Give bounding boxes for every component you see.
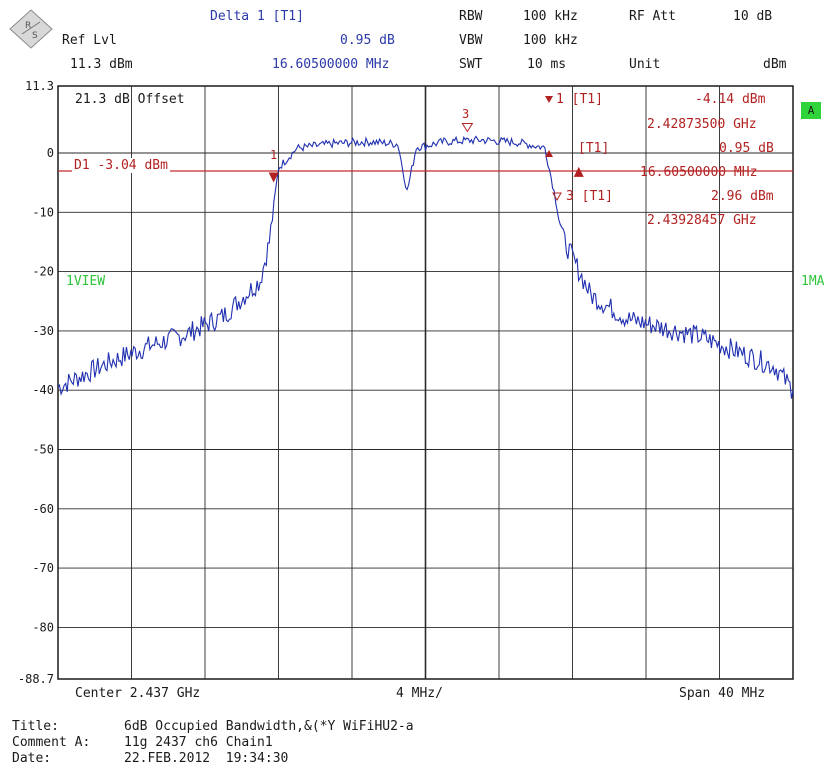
trace-group xyxy=(57,135,794,399)
swt-value: 10 ms xyxy=(527,57,567,72)
span-width: Span 40 MHz xyxy=(679,686,766,701)
y-tick-label: -50 xyxy=(32,443,54,457)
view-right-label: 1MA xyxy=(801,274,825,289)
marker3-level: 2.96 dBm xyxy=(711,189,774,204)
spectrum-trace xyxy=(57,135,794,399)
unit-label: Unit xyxy=(629,57,661,72)
d1-line-label: D1 -3.04 dBm xyxy=(72,158,170,173)
date-value: 22.FEB.2012 19:34:30 xyxy=(124,751,289,766)
readout-marker1-glyph xyxy=(545,96,553,103)
marker-3-glyph xyxy=(461,122,474,133)
comment-label: Comment A: xyxy=(12,735,91,750)
delta-marker-title: Delta 1 [T1] xyxy=(210,9,304,24)
marker1-frequency: 2.42873500 GHz xyxy=(647,117,757,132)
title-value: 6dB Occupied Bandwidth,&(*Y WiFiHU2-a xyxy=(124,719,414,734)
rbw-value: 100 kHz xyxy=(523,9,578,24)
offset-text: 21.3 dB Offset xyxy=(75,92,185,107)
y-tick-label: -20 xyxy=(32,265,54,279)
marker-1-glyph xyxy=(268,172,279,183)
marker1-label: 1 [T1] xyxy=(556,92,603,107)
delta2-level: 0.95 dB xyxy=(719,141,774,156)
view-left-label: 1VIEW xyxy=(66,274,106,289)
rf-att-value: 10 dB xyxy=(733,9,773,24)
readout-delta2-glyph xyxy=(545,150,553,157)
date-label: Date: xyxy=(12,751,52,766)
marker-glyphs xyxy=(268,96,584,202)
y-tick-label: 0 xyxy=(47,146,54,160)
y-tick-label: -80 xyxy=(32,620,54,634)
y-tick-label: -10 xyxy=(32,205,54,219)
readout-marker3-glyph xyxy=(552,192,562,202)
marker1-level: -4.14 dBm xyxy=(695,92,766,107)
rf-att-label: RF Att xyxy=(629,9,676,24)
marker3-label: 3 [T1] xyxy=(566,189,613,204)
delta-level: 0.95 dB xyxy=(340,33,395,48)
division-width: 4 MHz/ xyxy=(396,686,443,701)
y-tick-labels: 11.3 0 -10 -20 -30 -40 -50 -60 -70 -80 -88.7 xyxy=(18,79,54,686)
svg-text:S: S xyxy=(32,31,38,41)
marker-2-glyph xyxy=(573,166,584,177)
title-label: Title: xyxy=(12,719,59,734)
delta2-frequency: 16.60500000 MHz xyxy=(640,165,758,180)
swt-label: SWT xyxy=(459,57,483,72)
unit-value: dBm xyxy=(763,57,787,72)
trace-badge: A xyxy=(801,102,821,119)
vbw-value: 100 kHz xyxy=(523,33,578,48)
rbw-label: RBW xyxy=(459,9,483,24)
marker1-tag: 1 xyxy=(270,148,278,162)
delta2-label: [T1] xyxy=(578,141,610,156)
y-tick-label: -88.7 xyxy=(18,672,54,686)
ref-level-value: 11.3 dBm xyxy=(70,57,133,72)
y-tick-label: -60 xyxy=(32,502,54,516)
grid-lines xyxy=(58,86,793,679)
ref-level-label: Ref Lvl xyxy=(62,33,117,48)
vbw-label: VBW xyxy=(459,33,483,48)
y-tick-label: -70 xyxy=(32,561,54,575)
center-frequency: Center 2.437 GHz xyxy=(75,686,201,701)
delta-frequency: 16.60500000 MHz xyxy=(272,57,390,72)
rohde-schwarz-logo-icon: R S xyxy=(9,9,53,49)
y-tick-label: -40 xyxy=(32,383,54,397)
y-tick-label: 11.3 xyxy=(25,79,54,93)
svg-text:R: R xyxy=(25,21,31,31)
marker3-frequency: 2.43928457 GHz xyxy=(647,213,757,228)
marker3-tag: 3 xyxy=(462,107,470,121)
y-tick-label: -30 xyxy=(32,324,54,338)
comment-value: 11g 2437 ch6 Chain1 xyxy=(124,735,273,750)
